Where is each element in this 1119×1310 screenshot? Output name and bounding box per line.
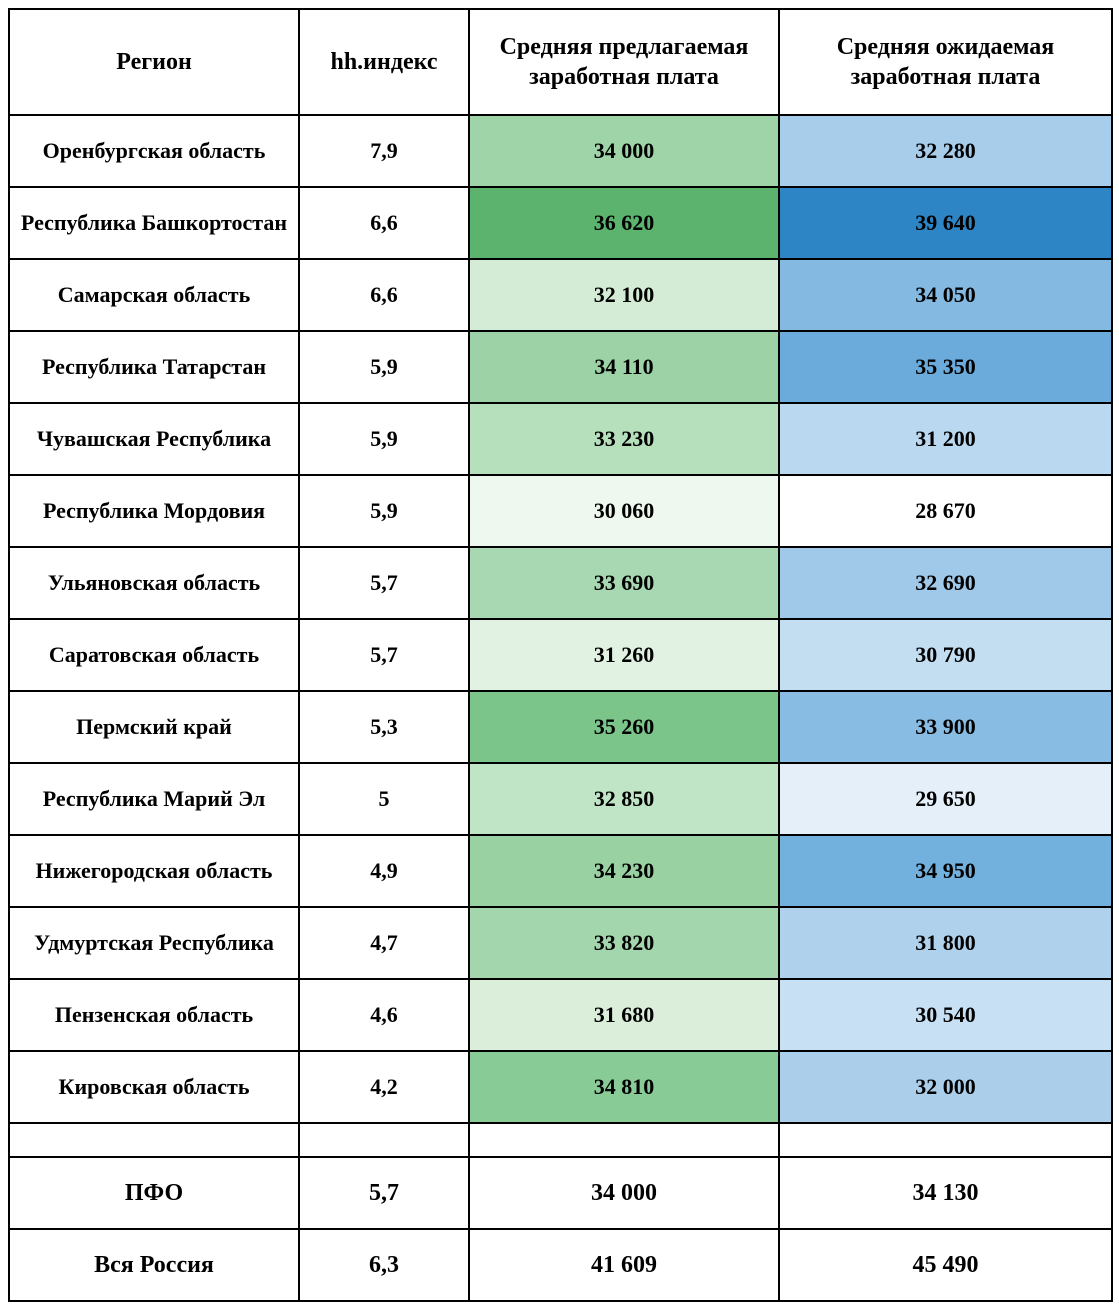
col-header-index: hh.индекс (299, 9, 469, 115)
summary-cell-index: 5,7 (299, 1157, 469, 1229)
table-row: Нижегородская область4,934 23034 950 (9, 835, 1112, 907)
cell-region: Нижегородская область (9, 835, 299, 907)
cell-region: Пензенская область (9, 979, 299, 1051)
cell-index: 5,9 (299, 403, 469, 475)
cell-expect: 31 200 (779, 403, 1112, 475)
cell-region: Оренбургская область (9, 115, 299, 187)
cell-offer: 33 690 (469, 547, 779, 619)
col-header-offer: Средняя предлагаемая заработная плата (469, 9, 779, 115)
cell-index: 5,7 (299, 619, 469, 691)
summary-cell-index: 6,3 (299, 1229, 469, 1301)
table-row: Республика Марий Эл532 85029 650 (9, 763, 1112, 835)
spacer-row (9, 1123, 1112, 1157)
cell-expect: 30 540 (779, 979, 1112, 1051)
cell-region: Пермский край (9, 691, 299, 763)
table-row: Республика Татарстан5,934 11035 350 (9, 331, 1112, 403)
cell-offer: 35 260 (469, 691, 779, 763)
cell-expect: 39 640 (779, 187, 1112, 259)
cell-index: 6,6 (299, 187, 469, 259)
cell-offer: 32 850 (469, 763, 779, 835)
cell-index: 5,7 (299, 547, 469, 619)
cell-offer: 36 620 (469, 187, 779, 259)
cell-expect: 31 800 (779, 907, 1112, 979)
cell-region: Республика Татарстан (9, 331, 299, 403)
cell-offer: 34 000 (469, 115, 779, 187)
summary-row: ПФО5,734 00034 130 (9, 1157, 1112, 1229)
cell-offer: 30 060 (469, 475, 779, 547)
cell-expect: 32 000 (779, 1051, 1112, 1123)
cell-offer: 34 230 (469, 835, 779, 907)
cell-index: 7,9 (299, 115, 469, 187)
table-row: Республика Башкортостан6,636 62039 640 (9, 187, 1112, 259)
summary-cell-expect: 34 130 (779, 1157, 1112, 1229)
cell-region: Кировская область (9, 1051, 299, 1123)
cell-region: Чувашская Республика (9, 403, 299, 475)
table-row: Пензенская область4,631 68030 540 (9, 979, 1112, 1051)
cell-index: 4,7 (299, 907, 469, 979)
cell-offer: 31 680 (469, 979, 779, 1051)
cell-index: 5 (299, 763, 469, 835)
cell-offer: 33 230 (469, 403, 779, 475)
summary-cell-region: Вся Россия (9, 1229, 299, 1301)
summary-row: Вся Россия6,341 60945 490 (9, 1229, 1112, 1301)
cell-offer: 34 810 (469, 1051, 779, 1123)
cell-index: 6,6 (299, 259, 469, 331)
cell-expect: 32 280 (779, 115, 1112, 187)
cell-region: Республика Мордовия (9, 475, 299, 547)
header-row: Регион hh.индекс Средняя предлагаемая за… (9, 9, 1112, 115)
cell-region: Ульяновская область (9, 547, 299, 619)
cell-offer: 33 820 (469, 907, 779, 979)
table-row: Саратовская область5,731 26030 790 (9, 619, 1112, 691)
table-row: Республика Мордовия5,930 06028 670 (9, 475, 1112, 547)
salary-table: Регион hh.индекс Средняя предлагаемая за… (8, 8, 1113, 1302)
col-header-region: Регион (9, 9, 299, 115)
cell-region: Самарская область (9, 259, 299, 331)
cell-offer: 32 100 (469, 259, 779, 331)
summary-cell-expect: 45 490 (779, 1229, 1112, 1301)
table-row: Удмуртская Республика4,733 82031 800 (9, 907, 1112, 979)
summary-cell-offer: 41 609 (469, 1229, 779, 1301)
table-row: Оренбургская область7,934 00032 280 (9, 115, 1112, 187)
cell-expect: 32 690 (779, 547, 1112, 619)
cell-offer: 31 260 (469, 619, 779, 691)
cell-expect: 35 350 (779, 331, 1112, 403)
cell-expect: 34 950 (779, 835, 1112, 907)
col-header-expect: Средняя ожидаемая заработная плата (779, 9, 1112, 115)
cell-offer: 34 110 (469, 331, 779, 403)
cell-index: 4,6 (299, 979, 469, 1051)
summary-cell-region: ПФО (9, 1157, 299, 1229)
table-row: Чувашская Республика5,933 23031 200 (9, 403, 1112, 475)
cell-index: 5,9 (299, 475, 469, 547)
cell-index: 4,9 (299, 835, 469, 907)
cell-expect: 29 650 (779, 763, 1112, 835)
table-row: Самарская область6,632 10034 050 (9, 259, 1112, 331)
cell-region: Саратовская область (9, 619, 299, 691)
cell-index: 5,9 (299, 331, 469, 403)
table-row: Пермский край5,335 26033 900 (9, 691, 1112, 763)
cell-region: Республика Башкортостан (9, 187, 299, 259)
cell-region: Удмуртская Республика (9, 907, 299, 979)
cell-expect: 34 050 (779, 259, 1112, 331)
cell-expect: 30 790 (779, 619, 1112, 691)
summary-cell-offer: 34 000 (469, 1157, 779, 1229)
cell-expect: 33 900 (779, 691, 1112, 763)
cell-index: 5,3 (299, 691, 469, 763)
cell-expect: 28 670 (779, 475, 1112, 547)
table-row: Кировская область4,234 81032 000 (9, 1051, 1112, 1123)
cell-index: 4,2 (299, 1051, 469, 1123)
table-row: Ульяновская область5,733 69032 690 (9, 547, 1112, 619)
cell-region: Республика Марий Эл (9, 763, 299, 835)
